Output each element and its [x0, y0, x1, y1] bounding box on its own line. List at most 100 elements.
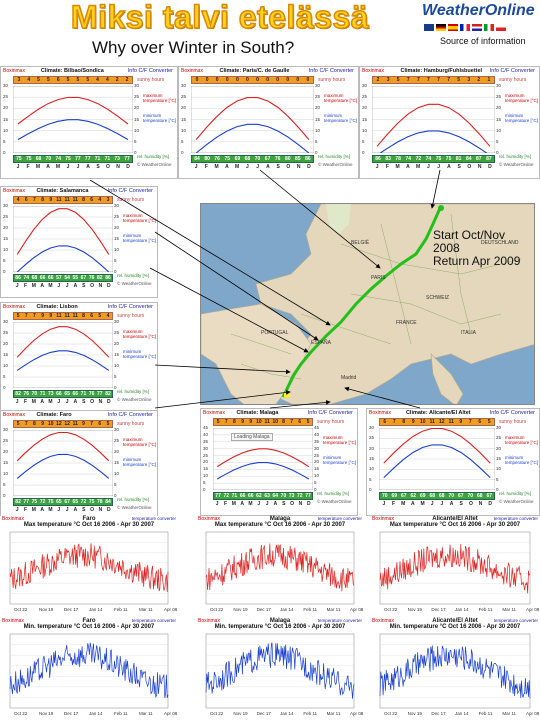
flag-pl-icon[interactable]: [496, 24, 506, 31]
humidity-value: 70: [448, 493, 455, 499]
sunny-hours-value: 4: [106, 313, 110, 319]
month-label: A: [86, 164, 90, 170]
temperature-converter-link[interactable]: temperature converter: [131, 618, 176, 623]
x-tick-label: Dec 17: [257, 711, 272, 716]
humidity-value: 82: [15, 499, 21, 505]
info-link[interactable]: Info C/F Converter: [107, 412, 153, 418]
brand-label: Boxinmax: [3, 68, 25, 74]
y-tick-label: 35: [203, 438, 209, 444]
weatheronline-logo[interactable]: WeatherOnline: [422, 2, 535, 19]
sunny-hours-value: 5: [106, 421, 110, 427]
daily-plot: Oct 22 Nov 19 Dec 17 Jan 14 Feb 11 Mar 11 Apr …: [9, 633, 178, 716]
info-link[interactable]: Info C/F Converter: [489, 68, 535, 74]
sunny-hours-value: 0: [225, 77, 229, 83]
flag-nl-icon[interactable]: [472, 24, 482, 31]
y-tick-label-right: 30: [314, 445, 320, 451]
info-link[interactable]: Info C/F Converter: [107, 304, 153, 310]
flag-it-icon[interactable]: [484, 24, 494, 31]
humidity-value: 70: [45, 156, 52, 162]
y-tick-label-right: 0: [134, 150, 137, 155]
month-label: F: [204, 164, 208, 170]
flag-de-icon[interactable]: [436, 24, 446, 31]
month-label: S: [282, 501, 286, 507]
flag-uk-icon[interactable]: [424, 24, 434, 31]
humidity-value: 86: [305, 156, 311, 162]
humidity-value: 74: [405, 156, 412, 162]
y-tick-label: 25: [181, 94, 187, 100]
month-label: M: [31, 283, 36, 289]
y-tick-label: 30: [181, 83, 187, 88]
brand-label: Boxinmax: [2, 516, 24, 522]
month-label: M: [248, 501, 253, 507]
flag-fr-icon[interactable]: [460, 24, 470, 31]
humidity-value: 75: [25, 156, 32, 162]
daily-chart-subtitle: Min. temperature °C Oct 16 2006 - Apr 30…: [214, 624, 346, 630]
info-link[interactable]: Info C/F Converter: [489, 410, 535, 416]
route-map[interactable]: BELGIË PARIS SCHWEIZ ESPAÑA PORTUGAL ITALIA …: [200, 203, 535, 405]
month-label: N: [478, 501, 483, 507]
humidity-value: 71: [39, 391, 46, 397]
x-tick-label: Nov 19: [39, 607, 54, 612]
info-link[interactable]: Info C/F Converter: [127, 68, 173, 74]
month-label: J: [194, 164, 198, 170]
y-tick-label-right: 0: [314, 487, 317, 492]
sunny-hours-value: 10: [419, 419, 426, 425]
language-flags[interactable]: [424, 24, 506, 32]
y-tick-label-right: 25: [315, 94, 321, 100]
x-tick-label: Jan 14: [280, 607, 294, 612]
temperature-converter-link[interactable]: temperature converter: [493, 516, 538, 521]
daily-temperature-chart: Boxinmax temperature converter Alicante/El…: [370, 516, 540, 616]
max-temperature-line: [16, 326, 110, 358]
y-tick-label: 10: [203, 473, 209, 479]
humidity-value: 78: [97, 499, 103, 505]
temperature-plot: [379, 428, 495, 490]
x-tick-label: Feb 11: [114, 607, 128, 612]
x-tick-label: Apr 08: [350, 711, 364, 716]
daily-temperature-chart: Boxinmax temperature converter Malaga Max t…: [196, 516, 364, 616]
humidity-row: 77 72 71 66 66 62 63 64 70 73 72 77: [213, 492, 313, 500]
month-label: M: [35, 164, 41, 170]
x-tick-label: Feb 11: [479, 711, 493, 716]
humidity-value: 74: [425, 156, 432, 162]
info-link[interactable]: Info C/F Converter: [308, 68, 354, 74]
min-temp-legend: minimum temperature [°C]: [143, 113, 177, 123]
month-label: M: [231, 501, 236, 507]
y-tick-label-right: 25: [134, 94, 140, 100]
page-subtitle: Why over Winter in South?: [92, 38, 295, 57]
sunny-hours-label: sunny hours: [117, 197, 145, 203]
flag-es-icon[interactable]: [448, 24, 458, 31]
y-tick-label-right: 5: [134, 138, 137, 144]
min-temp-legend: minimum temperature [°C]: [323, 455, 357, 465]
month-label: J: [265, 501, 269, 507]
max-temp-legend: maximum temperature [°C]: [123, 213, 157, 223]
y-tick-label-right: 15: [114, 460, 120, 465]
temperature-converter-link[interactable]: temperature converter: [131, 516, 176, 521]
humidity-value: 72: [415, 156, 422, 162]
info-link[interactable]: Info C/F Converter: [107, 188, 153, 194]
y-tick-label: 20: [362, 105, 368, 111]
humidity-value: 82: [15, 391, 21, 397]
temperature-converter-link[interactable]: temperature converter: [493, 618, 538, 623]
sunny-hours-value: 5: [98, 313, 102, 319]
sunny-hours-value: 3: [467, 77, 471, 83]
sunny-hours-value: 4: [105, 77, 109, 83]
month-label: S: [457, 164, 461, 170]
y-tick-label: 25: [3, 94, 9, 100]
max-temp-legend: maximum temperature [°C]: [123, 437, 157, 447]
humidity-value: 68: [438, 493, 445, 499]
temperature-converter-link[interactable]: temperature converter: [317, 516, 362, 521]
x-tick-label: Mar 11: [502, 711, 516, 716]
temperature-converter-link[interactable]: temperature converter: [317, 618, 362, 623]
y-tick-label-right: 5: [114, 258, 117, 263]
sunny-hours-row: 5 7 7 9 9 11 11 11 8 6 5 4: [13, 312, 113, 320]
month-label: N: [98, 507, 103, 513]
info-link[interactable]: Info C/F Converter: [307, 410, 353, 416]
sunny-hours-value: 7: [427, 77, 430, 83]
month-label: J: [245, 164, 249, 170]
humidity-value: 84: [105, 499, 111, 505]
humidity-legend: rel. humidity [%]: [317, 491, 350, 496]
daily-temperature-chart: Boxinmax temperature converter Faro Min. te…: [0, 618, 178, 720]
y-tick-label-right: 10: [315, 127, 321, 133]
y-tick-label: 10: [362, 127, 368, 133]
